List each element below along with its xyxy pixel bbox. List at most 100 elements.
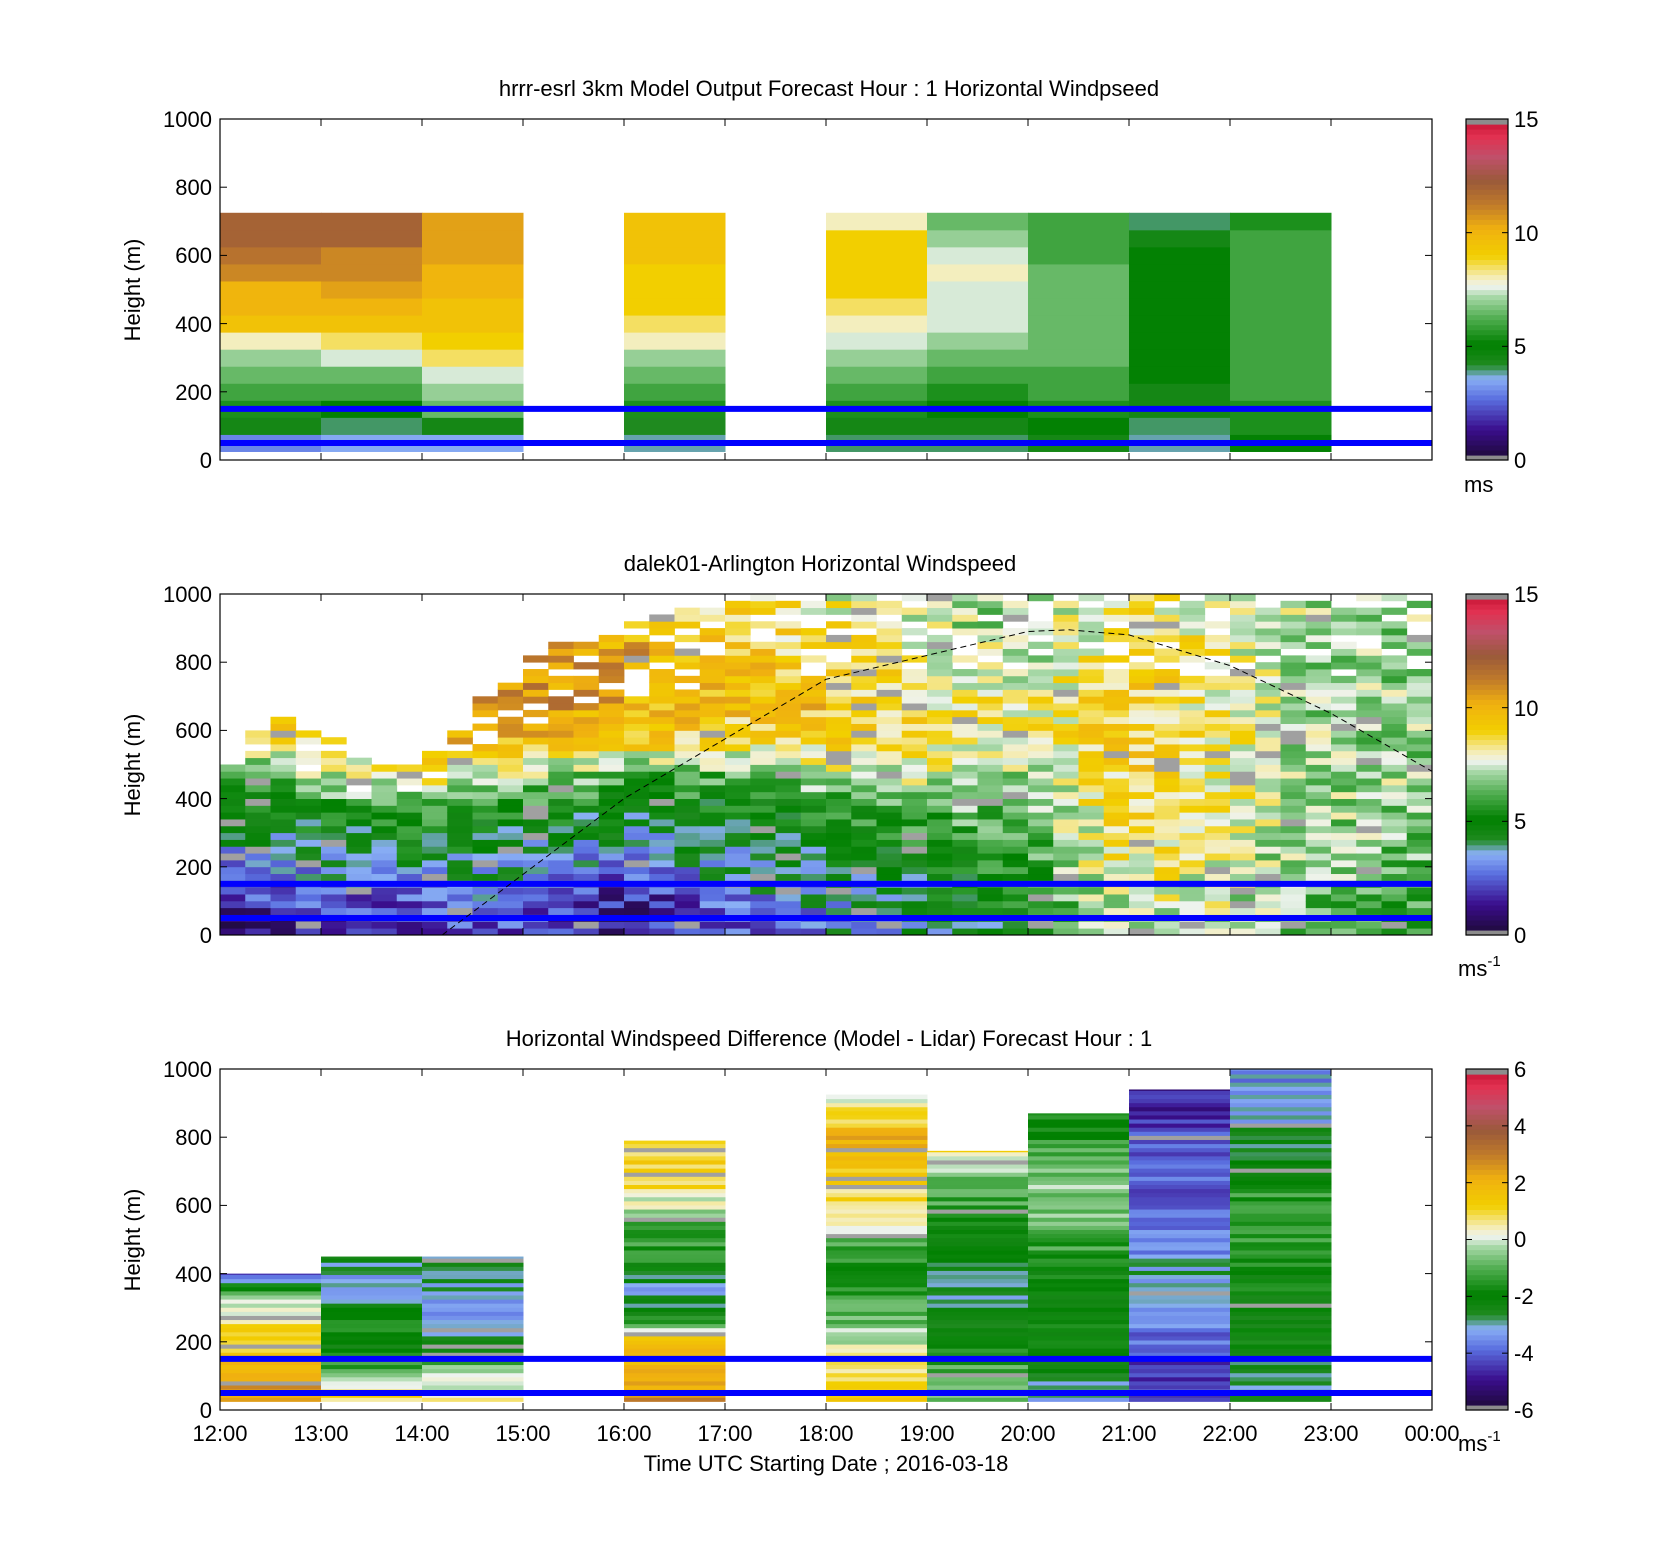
- panel-3-cell: [1230, 1360, 1332, 1366]
- panel-2-cell: [245, 784, 271, 793]
- panel-2-cell: [952, 839, 978, 847]
- panel-3-cell: [220, 1360, 322, 1366]
- panel-1-ylabel: Height (m): [120, 239, 145, 342]
- panel-3-cell: [1028, 1131, 1130, 1136]
- panel-2-cell: [598, 730, 625, 738]
- panel-2-cell: [1179, 921, 1206, 929]
- panel-2-cell: [573, 641, 600, 649]
- panel-3-cell: [927, 1176, 1029, 1181]
- panel-2-cell: [1078, 655, 1105, 663]
- panel-3-cell: [826, 1184, 928, 1190]
- panel-2-cell: [1230, 716, 1256, 724]
- panel-1-colorbar-swatch: [1466, 134, 1508, 140]
- panel-2-cell: [548, 887, 574, 895]
- panel-1-cell: [826, 332, 928, 350]
- panel-2-cell: [901, 819, 928, 827]
- panel-2-cell: [927, 894, 953, 902]
- panel-2-cell: [1331, 859, 1357, 868]
- panel-2-cell: [1028, 655, 1054, 663]
- panel-2-cell: [1078, 928, 1105, 936]
- panel-3-cell: [1028, 1315, 1130, 1321]
- panel-2-cell: [422, 859, 448, 868]
- panel-2-cell: [1305, 791, 1332, 799]
- panel-2-cell: [497, 866, 524, 875]
- panel-2-cell: [447, 873, 473, 881]
- panel-2-cell: [1305, 628, 1332, 636]
- panel-2-cell: [977, 750, 1004, 759]
- panel-2-cell: [649, 757, 675, 765]
- panel-2-cell: [1129, 607, 1155, 615]
- panel-2-cell: [876, 866, 903, 875]
- panel-3-cell: [321, 1270, 423, 1276]
- panel-2-cell: [977, 819, 1004, 827]
- panel-3-cell: [927, 1311, 1029, 1316]
- panel-2-cell: [396, 900, 423, 909]
- panel-2-cell: [1103, 900, 1130, 909]
- panel-2-cell: [346, 846, 372, 854]
- panel-2-cell: [674, 703, 701, 711]
- panel-2-cell: [725, 859, 751, 868]
- panel-2-cell: [472, 846, 499, 854]
- panel-2-cell: [1356, 607, 1382, 615]
- panel-2-cell: [750, 723, 776, 731]
- panel-2-cell: [876, 723, 903, 731]
- panel-2-colorbar-swatch: [1466, 809, 1508, 816]
- panel-3-cell: [1028, 1168, 1130, 1173]
- panel-2-cell: [750, 730, 776, 738]
- panel-2-cell: [245, 832, 271, 840]
- panel-2-cell: [750, 621, 776, 629]
- panel-2-cell: [750, 764, 776, 772]
- panel-2-cell: [1280, 873, 1307, 881]
- panel-2-cell: [1406, 669, 1433, 677]
- panel-1-colorbar-swatch: [1466, 274, 1508, 281]
- panel-2-cell: [1204, 757, 1231, 765]
- panel-2-cell: [851, 655, 877, 663]
- panel-2-cell: [901, 900, 928, 909]
- panel-2-cell: [396, 887, 423, 895]
- panel-2-colorbar-tick-0: 0: [1514, 923, 1526, 948]
- panel-3-cell: [624, 1372, 726, 1378]
- panel-1-cell: [321, 298, 423, 316]
- panel-3-cell: [1230, 1078, 1332, 1083]
- panel-2-cell: [800, 846, 827, 854]
- panel-2-cell: [1028, 709, 1054, 718]
- panel-3-colorbar-swatch: [1466, 1364, 1508, 1371]
- panel-2-cell: [573, 648, 600, 656]
- panel-2-cell: [523, 784, 549, 793]
- panel-3-cell: [624, 1250, 726, 1255]
- panel-3-cell: [624, 1385, 726, 1390]
- panel-1-colorbar-swatch: [1466, 449, 1508, 456]
- panel-2-cell: [649, 839, 675, 847]
- panel-2-cell: [472, 791, 499, 799]
- panel-2-cell: [826, 825, 852, 834]
- panel-2-cell: [472, 873, 499, 881]
- panel-1-cell: [422, 212, 524, 231]
- panel-3-ytick-400: 400: [175, 1262, 212, 1287]
- panel-2-cell: [624, 928, 650, 936]
- panel-2-cell: [775, 716, 802, 724]
- panel-2-cell: [876, 921, 903, 929]
- panel-3-cell: [624, 1217, 726, 1222]
- panel-1-cell: [1028, 315, 1130, 333]
- panel-2-cell: [800, 894, 827, 902]
- panel-2-cell: [1356, 689, 1382, 697]
- panel-2-cell: [851, 648, 877, 656]
- panel-2-cell: [1204, 778, 1231, 786]
- panel-2-cell: [750, 675, 776, 684]
- panel-2-cell: [1305, 764, 1332, 772]
- panel-1-ytick-0: 0: [200, 448, 212, 473]
- panel-2-cell: [1331, 894, 1357, 902]
- panel-2-cell: [624, 846, 650, 854]
- panel-2-cell: [977, 832, 1004, 840]
- panel-2-cell: [598, 873, 625, 881]
- panel-3-cell: [1230, 1200, 1332, 1206]
- panel-2-cell: [523, 791, 549, 799]
- panel-2-cell: [725, 928, 751, 936]
- panel-2-cell: [548, 819, 574, 827]
- panel-2-cell: [1204, 675, 1231, 684]
- panel-3-colorbar-swatch: [1466, 1184, 1508, 1190]
- panel-3-cell: [1028, 1266, 1130, 1271]
- panel-3-cell: [321, 1290, 423, 1296]
- panel-2-cell: [1230, 744, 1256, 752]
- panel-2-cell: [1053, 682, 1079, 690]
